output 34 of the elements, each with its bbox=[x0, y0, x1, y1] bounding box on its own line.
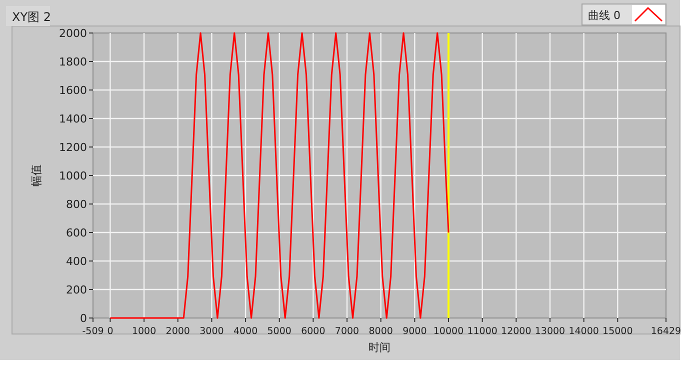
y-tick-label: 1200 bbox=[59, 141, 87, 154]
y-tick-label: 1400 bbox=[59, 112, 87, 126]
x-tick-label: 5000 bbox=[267, 326, 292, 337]
x-tick-label: 8000 bbox=[368, 326, 393, 337]
x-tick-label: 10000 bbox=[433, 326, 464, 337]
x-tick-label: 13000 bbox=[534, 326, 566, 337]
y-axis-title: 幅值 bbox=[30, 164, 43, 186]
x-tick-label: 2000 bbox=[166, 326, 190, 337]
line-series bbox=[109, 32, 450, 319]
y-tick-label: 1600 bbox=[59, 84, 87, 97]
y-tick-label: 600 bbox=[66, 226, 87, 240]
x-tick-label: 3000 bbox=[200, 326, 224, 337]
x-tick-label: -509 bbox=[82, 326, 104, 337]
x-tick-label: 14000 bbox=[568, 326, 599, 337]
x-tick-label: 15000 bbox=[602, 326, 633, 337]
x-tick-label: 16429 bbox=[650, 326, 682, 337]
x-tick-label: 0 bbox=[107, 326, 114, 337]
y-tick-label: 1800 bbox=[59, 56, 87, 68]
x-tick-label: 9000 bbox=[402, 326, 427, 337]
y-tick-label: 0 bbox=[80, 312, 87, 325]
x-tick-label: 6000 bbox=[301, 326, 326, 337]
x-tick-label: 1000 bbox=[132, 326, 156, 337]
y-tick-label: 400 bbox=[66, 255, 87, 268]
x-tick-label: 4000 bbox=[233, 326, 258, 337]
legend-label: 曲线 0 bbox=[588, 9, 620, 22]
y-tick-label: 1000 bbox=[59, 170, 87, 182]
y-tick-label: 2000 bbox=[59, 27, 87, 40]
y-tick-label: 800 bbox=[66, 198, 87, 211]
y-tick-label: 200 bbox=[66, 284, 87, 296]
x-tick-label: 12000 bbox=[501, 326, 532, 337]
chart-title: XY图 2 bbox=[12, 10, 51, 24]
x-tick-label: 11000 bbox=[467, 326, 498, 337]
x-tick-label: 7000 bbox=[334, 326, 360, 337]
x-axis-title: 时间 bbox=[368, 341, 390, 354]
